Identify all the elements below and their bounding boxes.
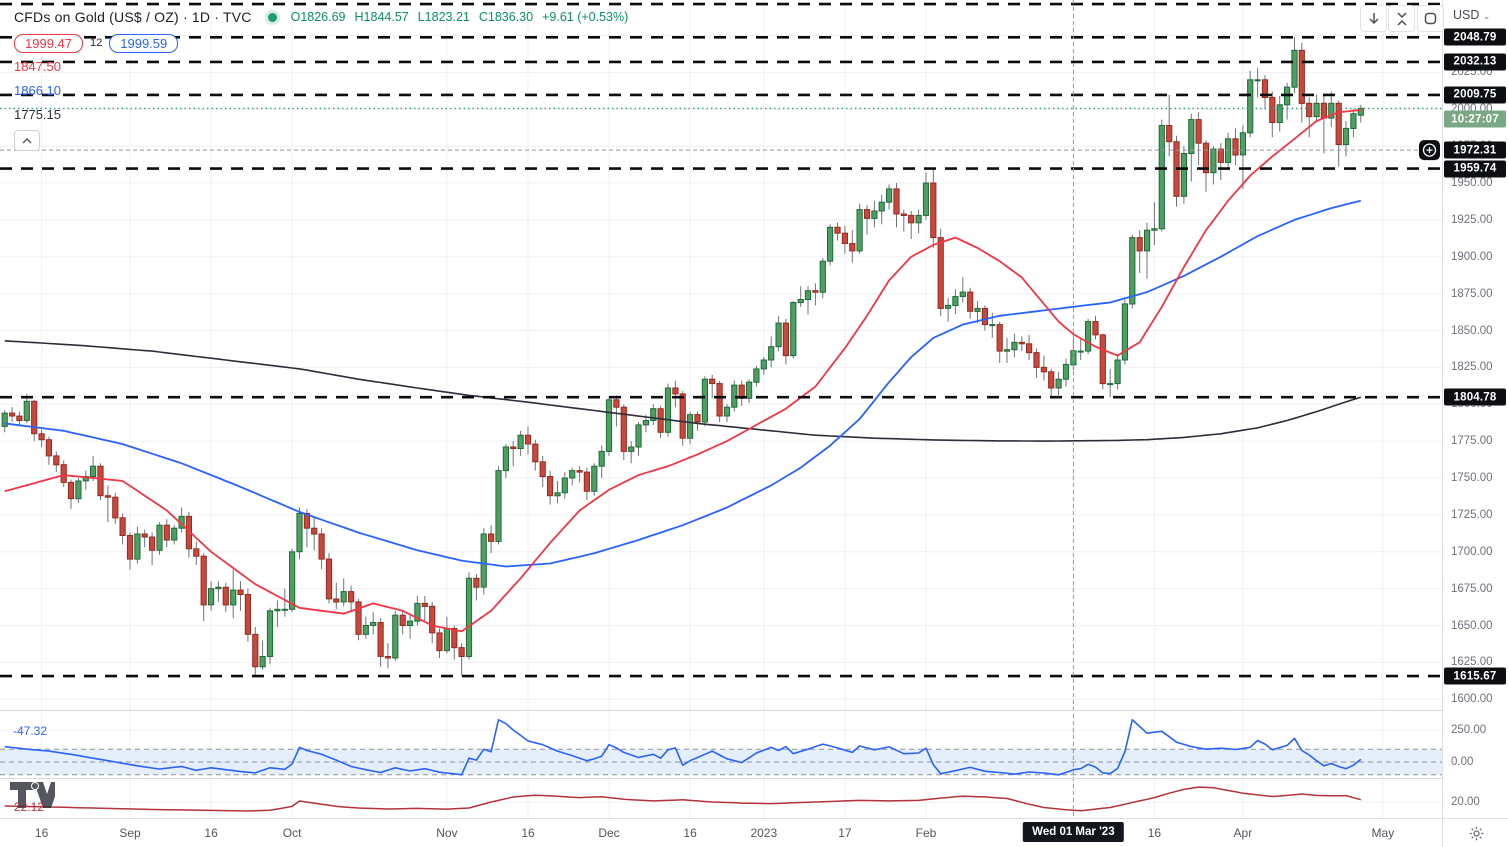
ma-fast-line	[4, 109, 1361, 633]
price-tick-label: 1650.00	[1451, 619, 1493, 632]
price-tick-label: 1875.00	[1451, 287, 1493, 300]
time-axis-label: Dec	[598, 826, 620, 840]
currency-label: USD	[1453, 8, 1480, 22]
crosshair-date-badge: Wed 01 Mar '23	[1023, 822, 1124, 842]
price-axis-badge: 1804.78	[1444, 388, 1506, 406]
price-axis-badge: 1959.74	[1444, 160, 1506, 178]
time-axis-label: Feb	[915, 826, 937, 840]
trend-strength-line	[4, 786, 1361, 812]
ohlc-high: H1844.57	[354, 10, 409, 24]
price-tick-label: 1700.00	[1451, 545, 1493, 558]
price-tick-label: 1725.00	[1451, 508, 1493, 521]
chevron-up-icon	[22, 137, 32, 144]
price-tick-label: 1775.00	[1451, 435, 1493, 448]
price-tick-label: 1625.00	[1451, 656, 1493, 669]
scroll-to-recent-button[interactable]	[1360, 5, 1387, 32]
chart-legend: CFDs on Gold (US$ / OZ) · 1D · TVC O1826…	[14, 6, 628, 151]
ma-slow-line	[4, 340, 1362, 442]
symbol-title: CFDs on Gold (US$ / OZ) · 1D · TVC	[14, 9, 252, 25]
indicator-legend-row: 1999.47 12 1999.59	[14, 32, 628, 54]
price-tick-label: 1675.00	[1451, 582, 1493, 595]
price-tick-label: 1825.00	[1451, 361, 1493, 374]
currency-dropdown[interactable]: USD ⌄	[1453, 8, 1490, 22]
price-chart-canvas[interactable]	[0, 0, 1442, 818]
add-alert-plus-button[interactable]	[1419, 140, 1440, 161]
time-axis-label: 16	[34, 826, 49, 840]
price-axis-badge: 10:27:07	[1444, 110, 1506, 128]
price-axis-badge: 2048.79	[1444, 28, 1506, 46]
candlestick-series	[1, 37, 1364, 676]
price-change: +9.61 (+0.53%)	[542, 10, 629, 24]
market-status-icon	[267, 12, 277, 22]
axis-settings-corner[interactable]	[1442, 818, 1508, 847]
ma-mid-legend-value: 1866.10	[14, 82, 61, 98]
chart-area[interactable]: CFDs on Gold (US$ / OZ) · 1D · TVC O1826…	[0, 0, 1444, 818]
price-axis-badge: 2032.13	[1444, 53, 1506, 71]
ma-fast-legend-value: 1847.50	[14, 58, 61, 74]
time-axis-label: Sep	[119, 826, 141, 840]
price-axis-badge: 1972.31	[1444, 141, 1506, 159]
time-axis-label: 2023	[750, 826, 778, 840]
ma-mid-line	[4, 199, 1362, 568]
tradingview-logo	[10, 782, 55, 808]
price-tick-label: 1600.00	[1451, 693, 1493, 706]
price-axis-badge: 1615.67	[1444, 667, 1506, 685]
legend-collapse-button[interactable]	[14, 130, 40, 151]
time-axis-label: May	[1371, 826, 1395, 840]
time-axis-label: Oct	[282, 826, 302, 840]
indicator-value-box-blue: 1999.59	[109, 33, 179, 53]
indicator-input-value: 12	[90, 37, 103, 49]
gear-icon[interactable]	[1468, 825, 1485, 842]
maximize-pane-icon	[1424, 12, 1437, 25]
price-tick-label: 1850.00	[1451, 324, 1493, 337]
price-tick-label: 1750.00	[1451, 472, 1493, 484]
time-axis-label: 16	[204, 826, 218, 840]
ohlc-low: L1823.21	[417, 10, 470, 24]
price-axis[interactable]: USD ⌄ 1600.00 1625.00 1650.00 1675.00 1700.0…	[1442, 0, 1508, 818]
price-tick-label: 1950.00	[1451, 177, 1493, 189]
price-tick-label: 1900.00	[1451, 250, 1493, 263]
price-tick-label: 0.00	[1451, 756, 1474, 768]
trend-value-label: 22.12	[14, 800, 45, 814]
time-axis[interactable]: 16 Sep 16 Oct Nov 16 Dec 16 2023 17 Feb 16 Apr May Wed…	[0, 818, 1442, 847]
price-tick-label: 1925.00	[1451, 213, 1493, 226]
collapse-panes-icon	[1396, 11, 1407, 26]
time-axis-label: 16	[683, 826, 697, 840]
symbol-legend-row: CFDs on Gold (US$ / OZ) · 1D · TVC O1826…	[14, 6, 628, 28]
arrow-down-icon	[1368, 13, 1379, 25]
time-axis-label: Nov	[436, 826, 458, 840]
ohlc-open: O1826.69	[290, 10, 346, 24]
time-axis-label: 16	[521, 826, 535, 840]
ohlc-close: C1836.30	[478, 10, 534, 24]
time-axis-label: Apr	[1233, 826, 1253, 840]
price-tick-label: 20.00	[1451, 796, 1480, 808]
collapse-panes-button[interactable]	[1388, 5, 1415, 32]
indicator-value-box-red: 1999.47	[14, 33, 83, 53]
ma-slow-legend-value: 1775.15	[14, 106, 61, 122]
chevron-down-icon: ⌄	[1482, 11, 1491, 21]
price-tick-label: 250.00	[1451, 724, 1487, 736]
time-axis-label: 16	[1147, 826, 1162, 840]
price-axis-badge: 2009.75	[1444, 86, 1506, 104]
time-axis-label: 17	[838, 826, 852, 840]
oscillator-line	[4, 719, 1362, 776]
oscillator-value-label: -47.32	[13, 724, 48, 738]
maximize-pane-button[interactable]	[1417, 5, 1444, 32]
